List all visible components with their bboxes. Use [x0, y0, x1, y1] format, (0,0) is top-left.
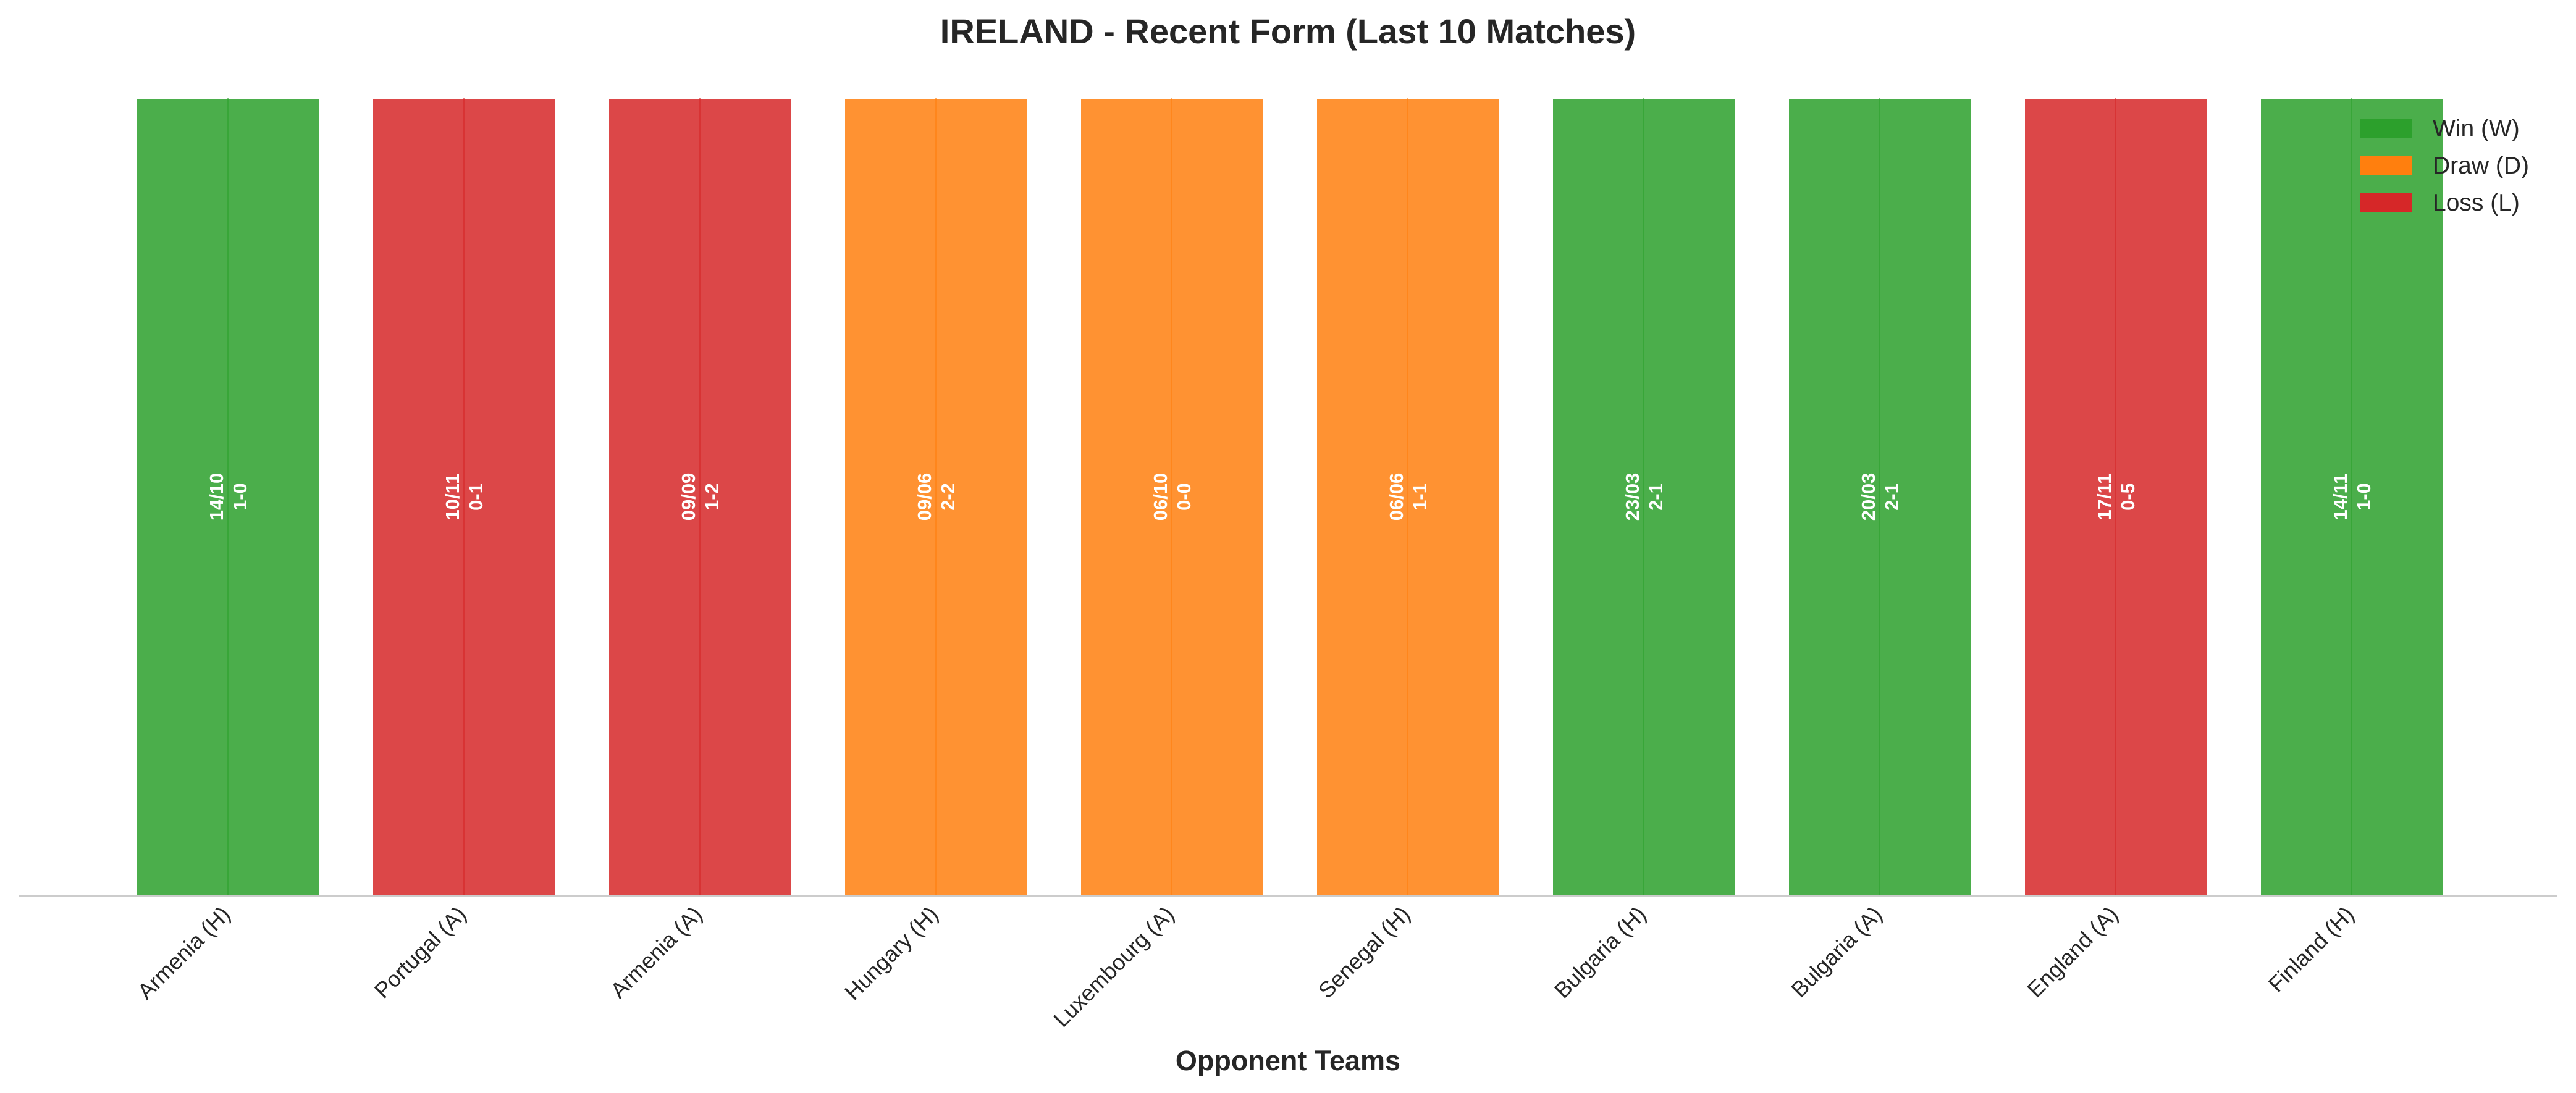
bar-score: 2-1 [1881, 483, 1903, 511]
bar-label: 06/100-0 [1150, 473, 1195, 521]
bar-label: 09/062-2 [914, 473, 959, 521]
bar-score: 0-0 [1173, 483, 1195, 511]
chart-title: IRELAND - Recent Form (Last 10 Matches) [940, 12, 1636, 51]
x-tick-label: Finland (H) [2263, 902, 2359, 997]
x-tick-label: Luxembourg (A) [1048, 902, 1179, 1032]
legend: Win (W) Draw (D) Loss (L) [2360, 115, 2529, 216]
bar-date: 23/03 [1622, 473, 1643, 521]
bar-date: 09/09 [678, 473, 699, 521]
bars-group: 14/101-0 10/110-1 09/091-2 09/062-2 06/100-0… [135, 96, 2445, 897]
bar-label: 23/032-1 [1622, 473, 1667, 521]
bar-label: 06/061-1 [1386, 473, 1431, 521]
bar-label: 20/032-1 [1858, 473, 1903, 521]
x-tick-label: Bulgaria (H) [1549, 902, 1651, 1003]
bar-score: 1-1 [1409, 483, 1431, 511]
x-tick-label: Portugal (A) [369, 902, 471, 1003]
bar-label: 14/111-0 [2330, 474, 2375, 521]
x-tick-label: Bulgaria (A) [1786, 902, 1887, 1002]
bar-date: 20/03 [1858, 473, 1879, 521]
x-tick-label: Senegal (H) [1313, 902, 1415, 1003]
bar-label: 14/101-0 [206, 473, 251, 521]
bar-score: 1-2 [701, 483, 723, 511]
legend-label: Win (W) [2433, 115, 2520, 142]
bar-date: 09/06 [914, 473, 935, 521]
bar-score: 2-2 [937, 483, 959, 511]
bar-score: 2-1 [1645, 483, 1667, 511]
legend-swatch [2360, 193, 2412, 212]
x-tick-label: Armenia (H) [132, 902, 235, 1004]
bar-date: 10/11 [442, 474, 463, 521]
legend-label: Loss (L) [2433, 190, 2520, 216]
bar-label: 10/110-1 [442, 474, 487, 521]
legend-swatch [2360, 156, 2412, 175]
x-tick-label: England (A) [2022, 902, 2123, 1002]
bar-score: 0-5 [2117, 483, 2139, 511]
bar-date: 06/06 [1386, 473, 1407, 521]
legend-swatch [2360, 119, 2412, 138]
bar-label: 09/091-2 [678, 473, 723, 521]
bar-date: 06/10 [1150, 473, 1171, 521]
x-axis-label: Opponent Teams [1176, 1045, 1400, 1076]
bar-score: 1-0 [229, 483, 251, 511]
bar-date: 14/10 [206, 473, 227, 521]
x-tick-labels: Armenia (H) Portugal (A) Armenia (A) Hungar… [132, 902, 2359, 1032]
bar-date: 14/11 [2330, 474, 2351, 521]
x-tick-label: Hungary (H) [840, 902, 943, 1005]
legend-label: Draw (D) [2433, 153, 2529, 179]
bar-score: 0-1 [465, 483, 487, 511]
x-tick-label: Armenia (A) [605, 902, 707, 1003]
bar-date: 17/11 [2094, 474, 2115, 521]
bar-score: 1-0 [2353, 483, 2375, 511]
bar-label: 17/110-5 [2094, 474, 2139, 521]
